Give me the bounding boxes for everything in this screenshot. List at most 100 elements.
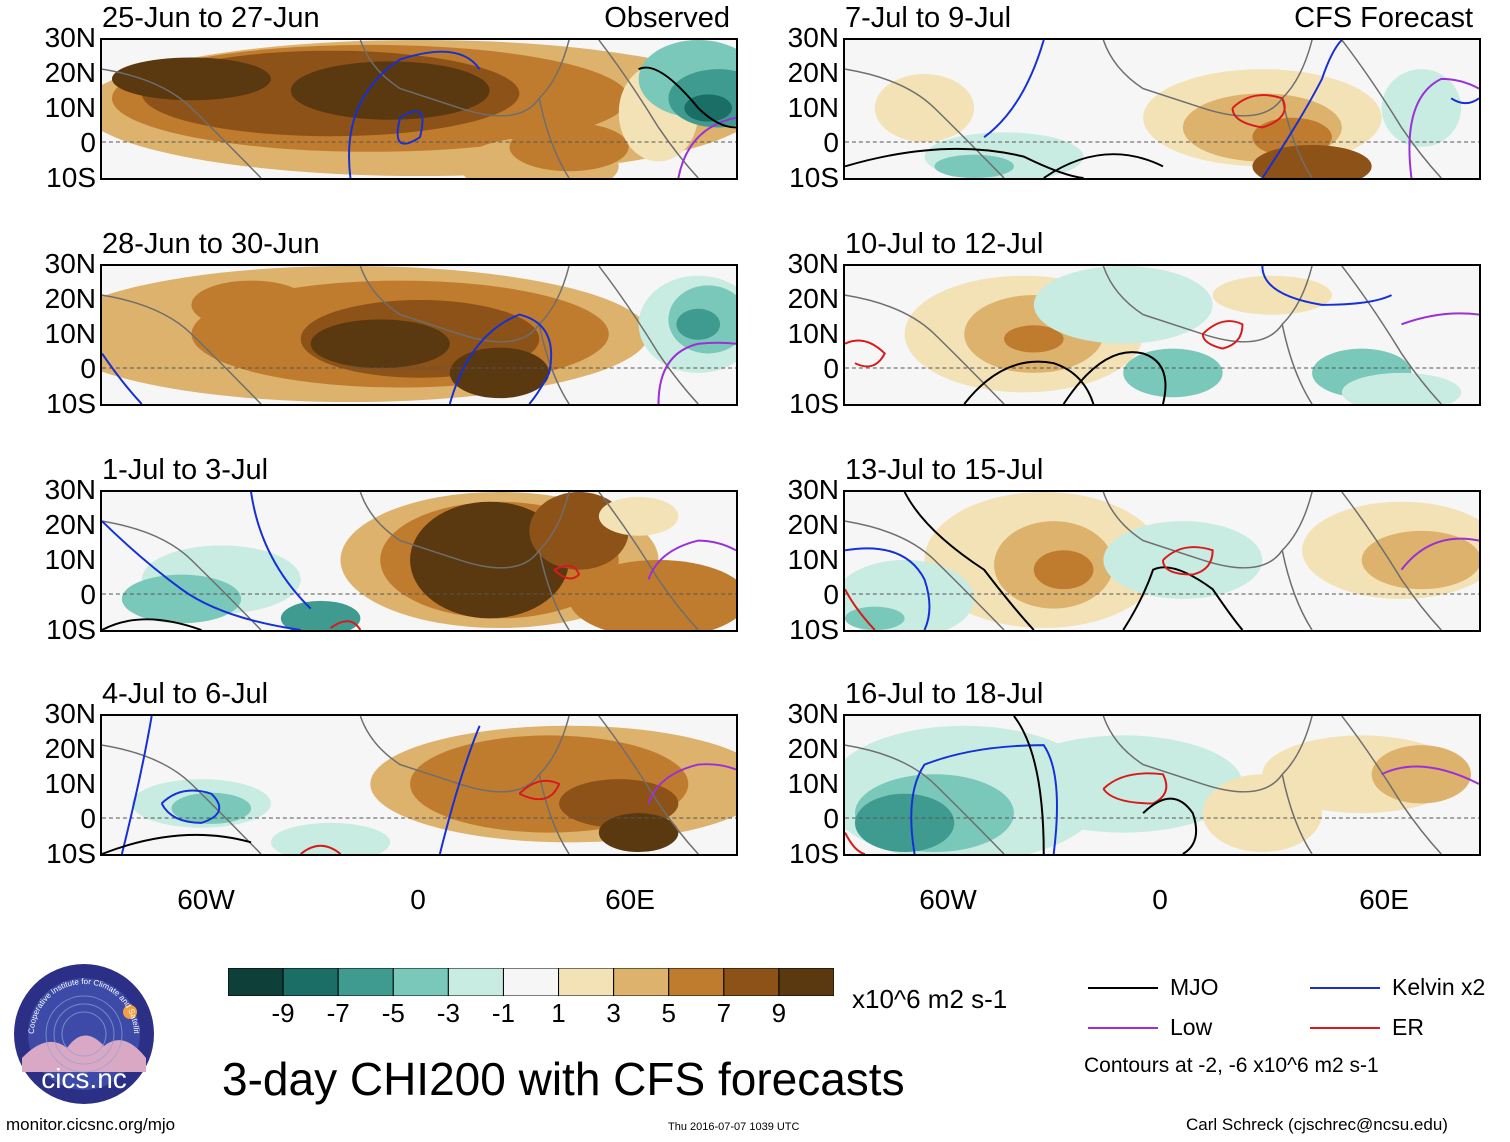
colorbar-swatch [502, 968, 560, 996]
map-panel [100, 490, 738, 632]
mjo-contour [1043, 153, 1164, 178]
anomaly-shading [854, 793, 955, 853]
colorbar-tick-label: 3 [606, 998, 621, 1028]
anomaly-shading [121, 574, 242, 624]
legend-er-label: ER [1392, 1014, 1424, 1040]
lat-tick-label: 30N [787, 474, 839, 505]
er-contour [845, 588, 876, 630]
mjo-contour [102, 833, 252, 854]
panel-date-label: 25-Jun to 27-Jun [102, 2, 320, 34]
er-contour [845, 832, 866, 854]
mjo-contour [1013, 716, 1045, 854]
lat-tick-label: 0 [80, 127, 96, 158]
lat-tick-label: 20N [44, 283, 96, 314]
colorbar [228, 968, 834, 996]
lat-tick-label: 10N [787, 92, 839, 123]
kelvin-contour [983, 40, 1045, 138]
anomaly-shading [598, 813, 679, 853]
anomaly-shading [171, 792, 252, 824]
er-contour [300, 844, 342, 854]
lat-tick-label: 30N [44, 22, 96, 53]
colorbar-swatch [392, 968, 449, 996]
lat-tick-label: 10S [789, 388, 839, 419]
anomaly-shading [569, 560, 736, 630]
anomaly-shading [191, 280, 311, 330]
colorbar-swatch [228, 968, 284, 996]
footer-url: monitor.cicsnc.org/mjo [6, 1115, 176, 1134]
logo-text: cics.nc [41, 1063, 127, 1094]
lat-tick-label: 10N [787, 318, 839, 349]
lat-tick-label: 0 [823, 127, 839, 158]
kelvin-contour [448, 313, 553, 404]
mjo-contour [1122, 566, 1244, 630]
anomaly-shading [598, 496, 679, 536]
map-panel [843, 264, 1481, 406]
panel-date-label: 7-Jul to 9-Jul [845, 2, 1012, 34]
panel-date-label: 16-Jul to 18-Jul [845, 678, 1044, 710]
low-contour [1408, 77, 1479, 178]
colorbar-tick-label: 1 [551, 998, 566, 1028]
anomaly-shading [111, 57, 271, 101]
er-contour [1231, 94, 1286, 129]
panel-date-label: 4-Jul to 6-Jul [102, 678, 269, 710]
lat-tick-label: 30N [787, 22, 839, 53]
colorbar-swatch [282, 968, 339, 996]
panel-date-label: 13-Jul to 15-Jul [845, 454, 1044, 486]
anomaly-shading [1103, 754, 1223, 814]
map-panel [100, 714, 738, 856]
lat-tick-label: 30N [44, 474, 96, 505]
lat-tick-label: 10S [789, 162, 839, 193]
anomaly-shading [684, 94, 733, 122]
lat-tick-label: 10N [787, 544, 839, 575]
anomaly-shading [1103, 521, 1263, 599]
kelvin-contour [160, 789, 221, 824]
anomaly-shading [1341, 372, 1462, 404]
anomaly-shading [270, 822, 391, 854]
lat-tick-label: 20N [787, 509, 839, 540]
anomaly-shading [1033, 266, 1213, 344]
map-panel [100, 38, 738, 180]
low-contour [1381, 765, 1479, 785]
anomaly-shading [290, 61, 490, 120]
lat-tick-label: 30N [787, 698, 839, 729]
lat-tick-label: 0 [80, 353, 96, 384]
lat-tick-label: 10N [44, 768, 96, 799]
lat-tick-label: 10S [46, 838, 96, 869]
lat-tick-label: 30N [44, 248, 96, 279]
kelvin-contour [1261, 40, 1343, 178]
panel-date-label: 10-Jul to 12-Jul [845, 228, 1044, 260]
legend-low-label: Low [1170, 1014, 1213, 1040]
colorbar-tick-label: 9 [771, 998, 787, 1028]
lat-tick-label: 20N [44, 509, 96, 540]
map-panel [843, 38, 1481, 180]
mjo-contour [1142, 797, 1198, 854]
low-contour [647, 763, 736, 804]
lat-tick-label: 0 [823, 353, 839, 384]
lat-tick-label: 20N [44, 57, 96, 88]
low-contour [657, 341, 736, 404]
lat-tick-label: 10N [44, 318, 96, 349]
footer-timestamp: Thu 2016-07-07 1039 UTC [668, 1121, 800, 1133]
legend-swatches-left [1088, 987, 1158, 1029]
colorbar-swatch [613, 968, 670, 996]
anomaly-shading [934, 154, 1014, 178]
kelvin-contour [396, 110, 424, 145]
legend-mjo-label: MJO [1170, 974, 1219, 1000]
anomaly-shading [449, 347, 550, 399]
coastline [845, 40, 1442, 178]
kelvin-contour [348, 50, 481, 178]
colorbar-tick-label: -9 [271, 998, 295, 1028]
colorbar-tick-label: -3 [436, 998, 460, 1028]
low-contour [1401, 312, 1479, 326]
map-panel [843, 490, 1481, 632]
panel-date-label: 28-Jun to 30-Jun [102, 228, 320, 260]
mjo-contour [1062, 351, 1167, 404]
lat-tick-label: 20N [787, 57, 839, 88]
lon-tick-60w-right: 60W [919, 884, 977, 915]
er-contour [1102, 772, 1168, 805]
lat-tick-label: 10S [46, 162, 96, 193]
lat-tick-label: 10S [789, 614, 839, 645]
lat-tick-label: 20N [787, 283, 839, 314]
lat-tick-label: 10S [789, 838, 839, 869]
lat-tick-label: 0 [823, 579, 839, 610]
